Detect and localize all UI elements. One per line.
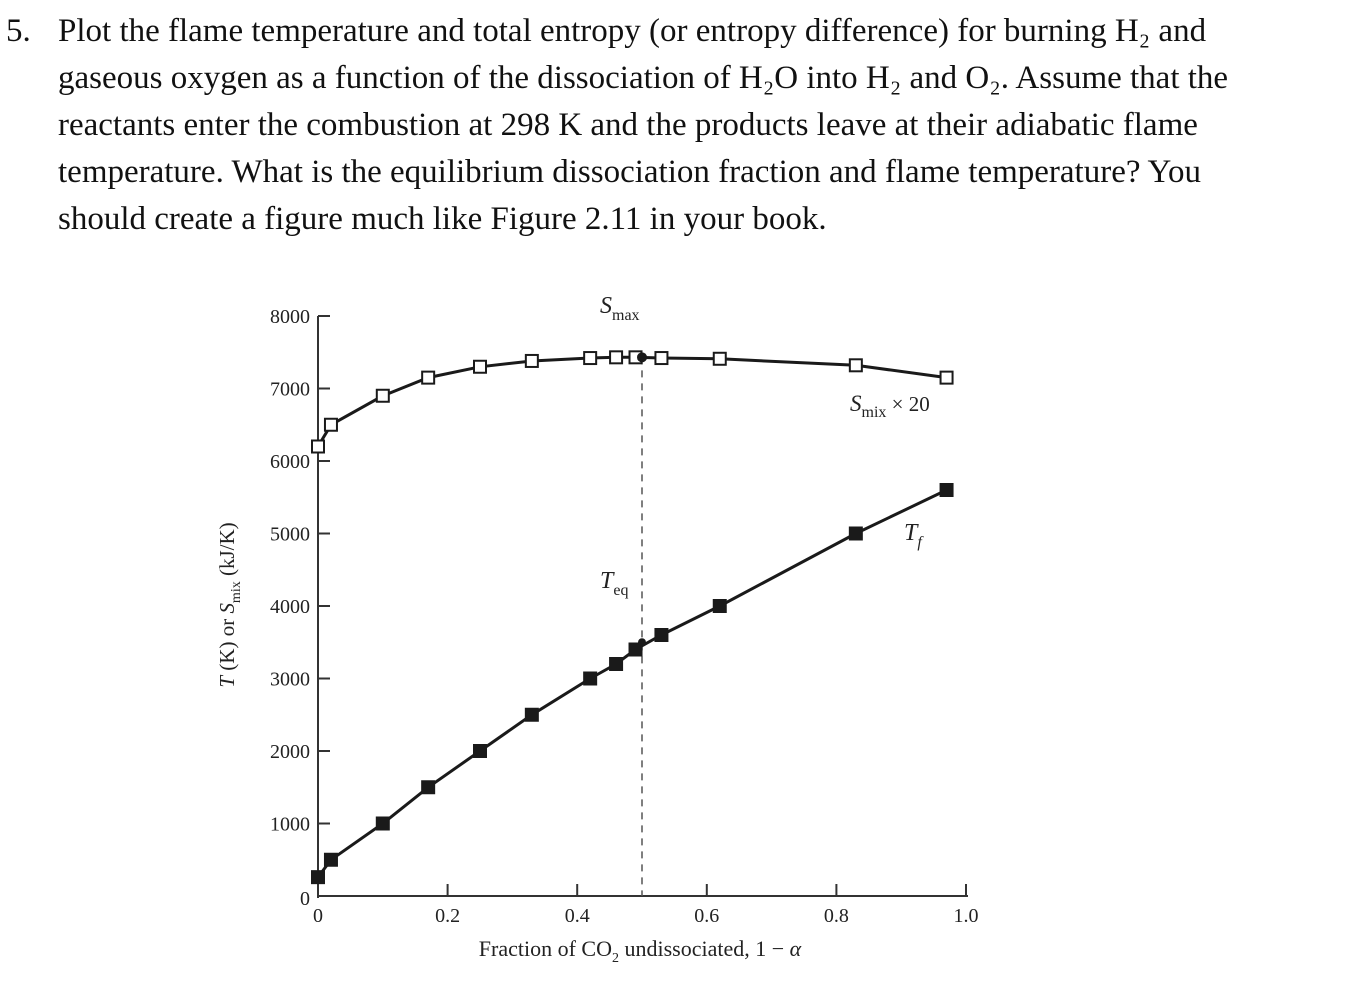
tf-label: Tf xyxy=(904,520,924,551)
smix-point xyxy=(654,351,669,366)
tf-point xyxy=(421,780,436,795)
tf-point xyxy=(939,483,954,497)
smix-point xyxy=(375,388,390,403)
tf-point xyxy=(473,744,487,758)
problem-line-2: gaseous oxygen as a function of the diss… xyxy=(58,60,1229,96)
y-tick-label: 0 xyxy=(300,888,310,910)
smix-point xyxy=(712,351,727,366)
x-tick-label: 0.8 xyxy=(824,905,849,927)
problem-number: 5. xyxy=(6,13,31,49)
tf-series-line xyxy=(316,488,948,879)
tf-point xyxy=(524,707,539,722)
teq-label: Teq xyxy=(600,568,628,599)
smix-point xyxy=(939,370,954,385)
tf-point xyxy=(628,642,643,657)
x-tick-label: 0.4 xyxy=(565,905,590,927)
tf-point xyxy=(323,852,338,867)
x-tick-label: 0.2 xyxy=(435,905,460,927)
smix-point xyxy=(848,358,863,373)
tf-point xyxy=(712,599,727,613)
tf-point xyxy=(311,870,325,885)
smix-point xyxy=(311,439,325,454)
smix-point xyxy=(323,417,338,432)
smix-point xyxy=(421,370,436,385)
y-tick-label: 6000 xyxy=(270,451,310,473)
y-tick-label: 7000 xyxy=(270,379,310,401)
smix-point xyxy=(473,359,487,374)
problem-line-3: reactants enter the combustion at 298 K … xyxy=(58,107,1198,143)
problem-line-1: Plot the flame temperature and total ent… xyxy=(58,13,1207,49)
smix-point xyxy=(524,353,539,368)
y-tick-label: 3000 xyxy=(270,669,310,691)
y-tick-label: 8000 xyxy=(270,306,310,328)
y-tick-label: 2000 xyxy=(270,741,310,763)
tf-point xyxy=(609,657,624,671)
x-tick-label: 0 xyxy=(313,905,323,927)
tf-point xyxy=(583,671,598,686)
tf-point xyxy=(654,628,669,642)
problem-line-5: should create a figure much like Figure … xyxy=(58,201,827,237)
y-axis-title: T (K) or Smix (kJ/K) xyxy=(215,522,244,687)
x-tick-label: 0.6 xyxy=(694,905,719,927)
y-tick-label: 4000 xyxy=(270,596,310,618)
smix-point xyxy=(583,351,598,366)
x-tick-label: 1.0 xyxy=(954,905,979,927)
y-tick-label: 5000 xyxy=(270,524,310,546)
tf-point xyxy=(375,816,390,831)
tf-point xyxy=(848,526,863,541)
y-tick-label: 1000 xyxy=(270,814,310,836)
x-axis-title: Fraction of CO2 undissociated, 1 − α xyxy=(479,936,802,966)
smix-x20-label: Smix × 20 xyxy=(850,391,930,421)
smix-point xyxy=(609,350,624,365)
problem-line-4: temperature. What is the equilibrium dis… xyxy=(58,154,1202,190)
teq-point xyxy=(638,638,646,647)
smax-point xyxy=(637,352,647,363)
smax-label: Smax xyxy=(600,293,640,324)
